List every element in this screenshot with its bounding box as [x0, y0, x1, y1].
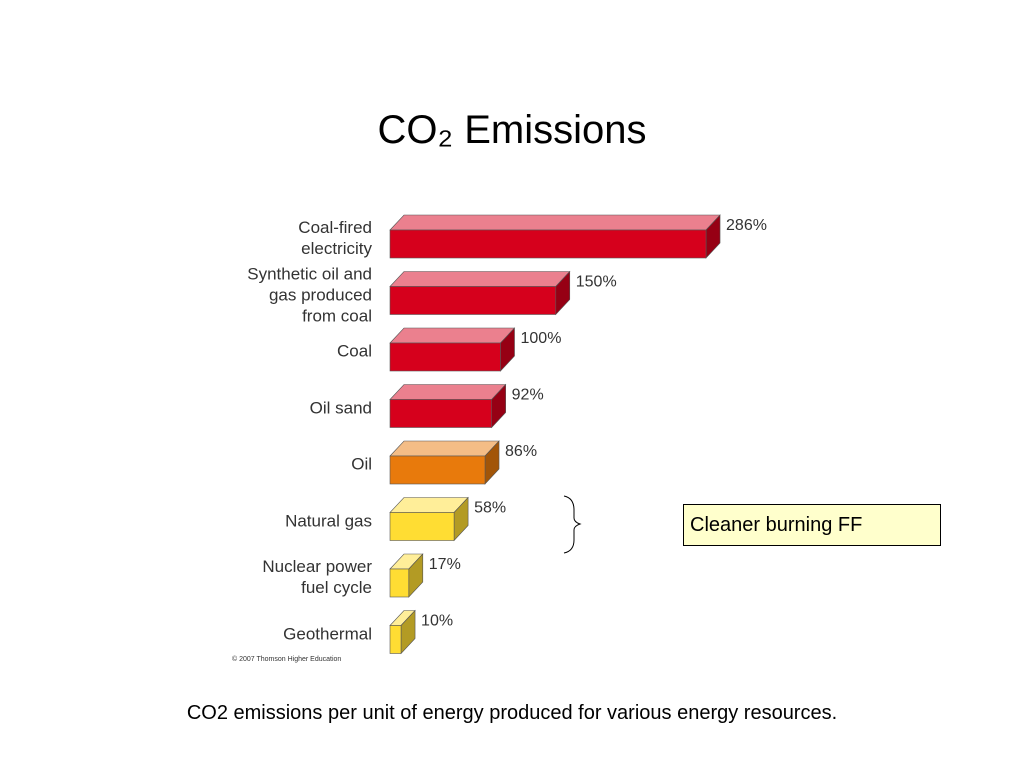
value-label: 92% [512, 387, 544, 404]
value-label: 150% [576, 274, 617, 291]
caption: CO2 emissions per unit of energy produce… [186, 702, 838, 724]
bar [389, 568, 410, 598]
value-label: 10% [421, 613, 453, 630]
category-label: Natural gas [285, 511, 372, 530]
category-label: Coal [337, 341, 372, 361]
bar [389, 455, 486, 485]
bar [389, 286, 557, 315]
bar [389, 625, 402, 654]
category-label: Geothermal [283, 624, 372, 643]
bar-top [389, 214, 721, 231]
bar-top [389, 384, 507, 400]
credit: © 2007 Thomson Higher Education [232, 656, 342, 663]
bar [389, 342, 501, 372]
category-label: Synthetic oil and gas produced from coal [247, 264, 372, 325]
bar [389, 512, 455, 541]
category-label: Nuclear power fuel cycle [262, 557, 372, 597]
value-label: 100% [521, 330, 562, 347]
category-label: Oil [351, 454, 372, 474]
value-label: 86% [505, 443, 537, 460]
bar [389, 399, 492, 428]
bar-top [389, 271, 571, 287]
bar-top [389, 327, 516, 344]
annotation: Cleaner burning FF [683, 504, 941, 546]
value-label: 58% [474, 500, 506, 517]
chart-title: CO₂ Emissions [377, 108, 647, 152]
category-label: Oil sand [309, 398, 372, 417]
bar [389, 229, 707, 259]
category-label: Coal-fired electricity [298, 218, 372, 258]
bar-top [389, 440, 500, 457]
value-label: 286% [726, 217, 767, 234]
value-label: 17% [429, 556, 461, 573]
bracket [563, 495, 582, 554]
